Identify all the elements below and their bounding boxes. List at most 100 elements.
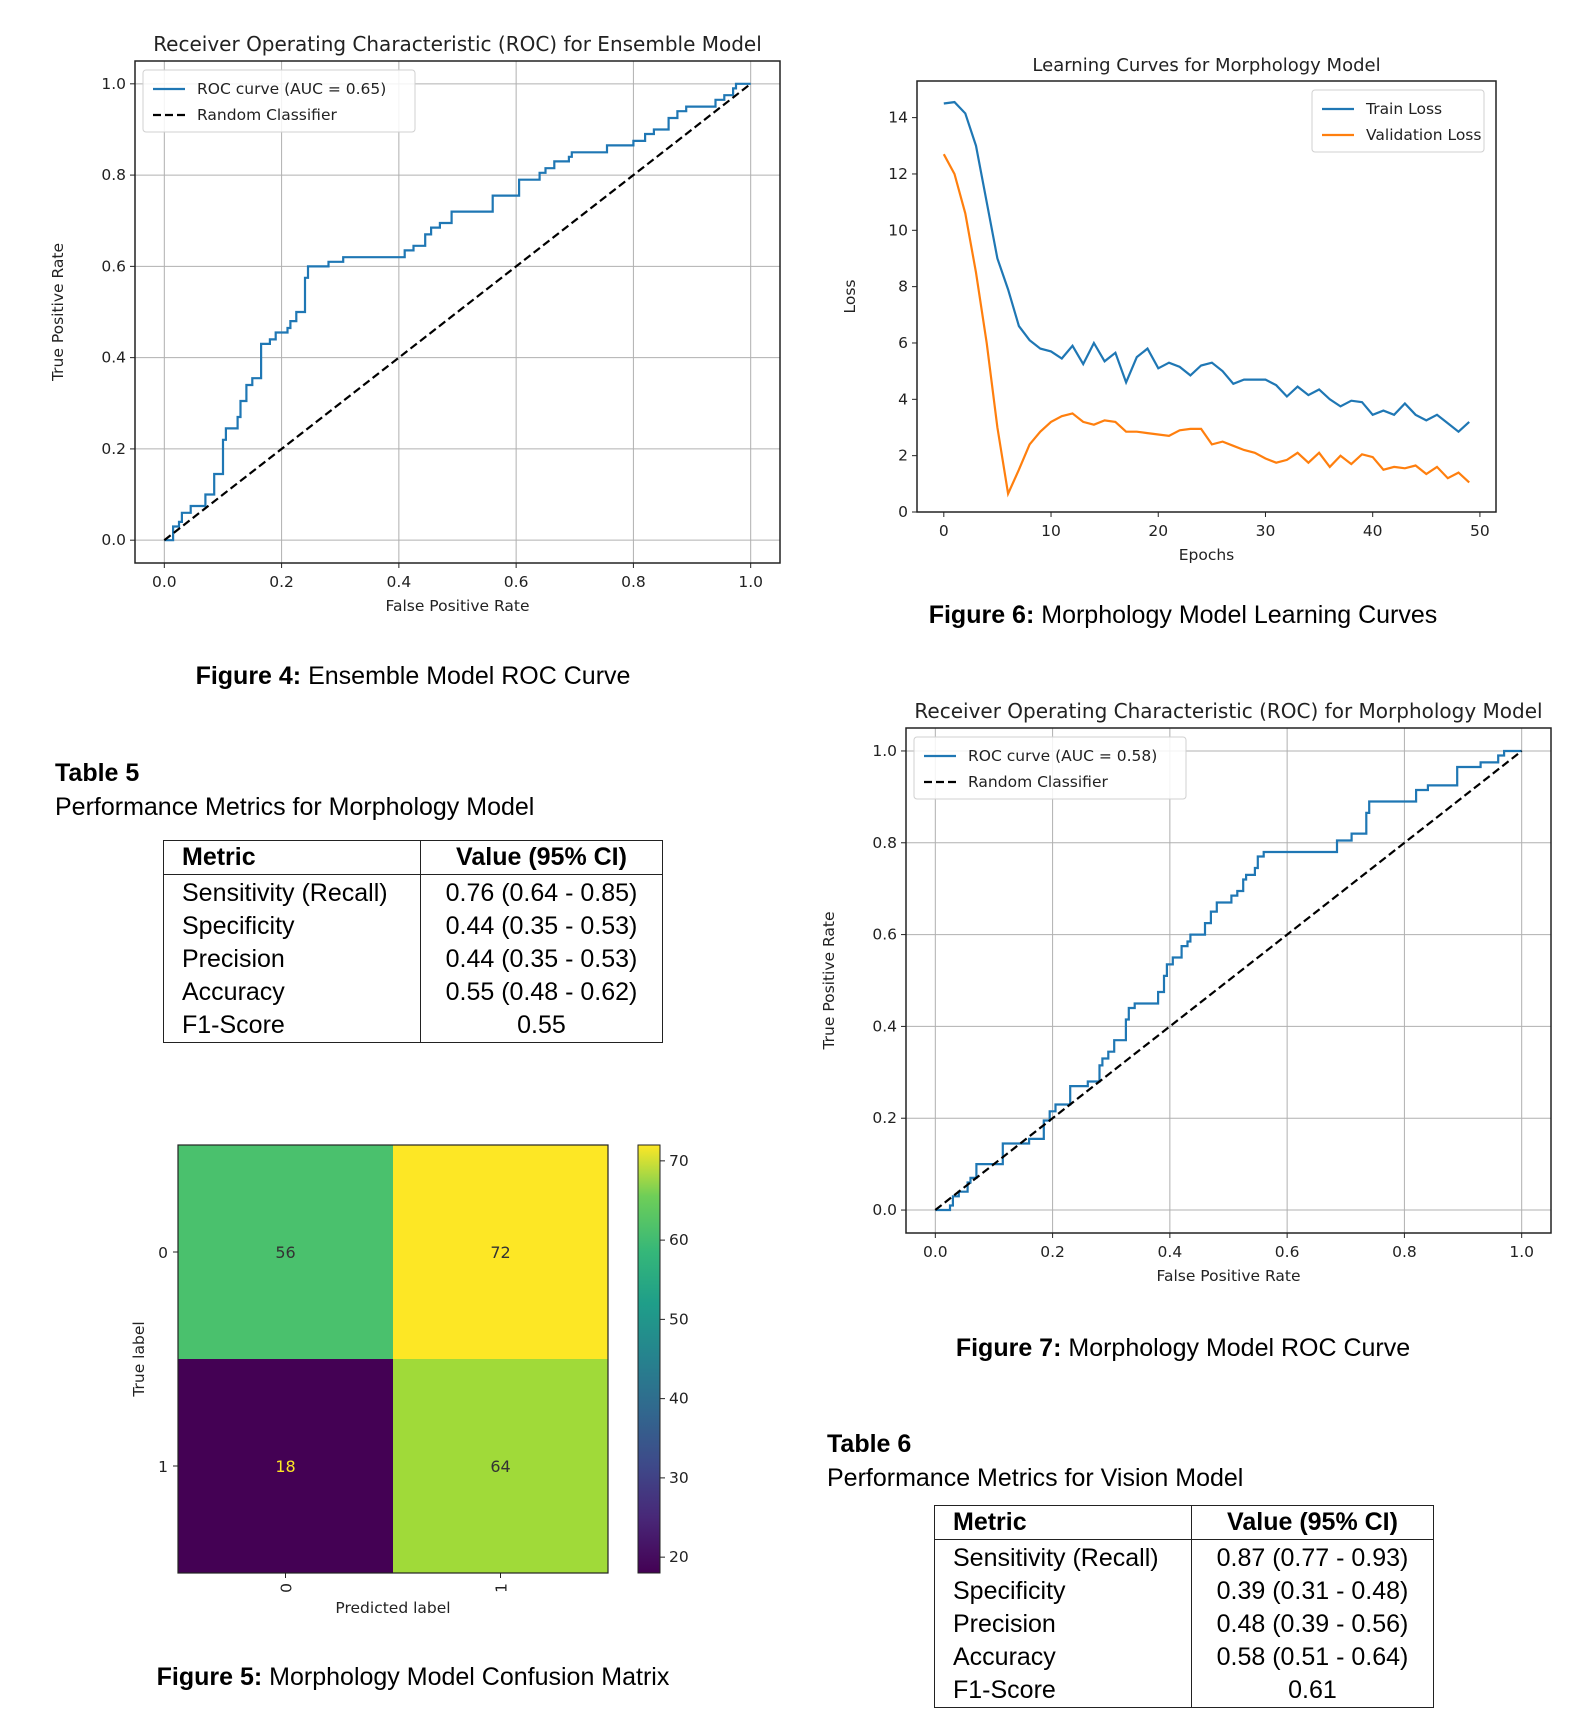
y-tick-label: 0.0 — [872, 1201, 897, 1219]
table-6: Metric Value (95% CI) Sensitivity (Recal… — [934, 1505, 1434, 1708]
learning_curves-chart: Learning Curves for Morphology Model 0 10 2… — [841, 55, 1497, 564]
legend: Train Loss Validation Loss — [1311, 89, 1485, 153]
caption-text: Ensemble Model ROC Curve — [308, 662, 631, 690]
colorbar-tick-label: 50 — [669, 1310, 689, 1328]
x-tick-label: 0.0 — [923, 1243, 948, 1261]
y-tick-label: 1.0 — [872, 742, 897, 760]
series-line — [942, 153, 1470, 498]
y-tick-label: 10 — [888, 221, 908, 239]
metric-name: F1-Score — [163, 1009, 421, 1043]
legend-entry: Train Loss — [1365, 100, 1442, 118]
series-line — [935, 749, 1522, 1212]
legend-box — [142, 69, 416, 133]
table-5-label: Table 5 — [55, 759, 140, 787]
cell-value: 64 — [490, 1457, 510, 1476]
table-row: Specificity 0.39 (0.31 - 0.48) — [934, 1575, 1434, 1608]
x-tick-label: 10 — [1041, 522, 1061, 540]
roc_ensemble-chart: Receiver Operating Characteristic (ROC) … — [49, 32, 781, 615]
table-row: Accuracy 0.55 (0.48 - 0.62) — [163, 976, 663, 1009]
roc_morphology-chart: Receiver Operating Characteristic (ROC) … — [820, 699, 1552, 1285]
legend-box — [913, 736, 1187, 800]
metric-name: Specificity — [934, 1575, 1192, 1608]
y-tick-label: 0.0 — [101, 531, 126, 549]
plot-frame — [177, 1144, 609, 1574]
table-6-title: Performance Metrics for Vision Model — [827, 1464, 1244, 1492]
series-line — [943, 100, 1470, 434]
x-tick-label: 1 — [493, 1583, 511, 1593]
y-tick-label: 0 — [158, 1244, 168, 1262]
x-tick-label: 30 — [1256, 522, 1276, 540]
metric-value: 0.48 (0.39 - 0.56) — [1216, 1610, 1409, 1638]
caption-label: Figure 7: — [955, 1334, 1062, 1362]
matrix-cell — [393, 1145, 608, 1359]
metric-value: 0.39 (0.31 - 0.48) — [1216, 1577, 1409, 1605]
cell-value: 72 — [490, 1243, 510, 1262]
x-tick-label: 0 — [278, 1583, 296, 1593]
table-header-row: Metric Value (95% CI) — [163, 840, 663, 875]
y-tick-label: 0.6 — [872, 926, 897, 944]
table-row: Precision 0.48 (0.39 - 0.56) — [934, 1608, 1434, 1641]
legend-entry: Random Classifier — [968, 773, 1108, 791]
colorbar-tick-label: 40 — [669, 1390, 689, 1408]
x-tick-label: 20 — [1148, 522, 1168, 540]
metric-value: 0.61 — [1288, 1676, 1337, 1704]
table-row: Specificity 0.44 (0.35 - 0.53) — [163, 910, 663, 943]
legend-entry: ROC curve (AUC = 0.65) — [197, 80, 386, 98]
x-axis-label: False Positive Rate — [385, 597, 529, 615]
metric-value: 0.44 (0.35 - 0.53) — [445, 945, 638, 973]
x-axis-label: False Positive Rate — [1156, 1267, 1300, 1285]
colorbar-tick-label: 30 — [669, 1469, 689, 1487]
matrix-cell — [393, 1359, 608, 1573]
colorbar-tick-label: 70 — [669, 1152, 689, 1170]
confusion-matrix-chart: 56 72 18 64 0 1 0 1 Predicted label True label 20 3… — [130, 1144, 689, 1617]
metric-name: Precision — [163, 943, 421, 976]
metric-name: Specificity — [163, 910, 421, 943]
metric-name: Accuracy — [163, 976, 421, 1009]
y-tick-label: 4 — [898, 390, 908, 408]
y-axis-label: True label — [130, 1321, 148, 1397]
series-line — [164, 82, 751, 542]
header-value: Value (95% CI) — [420, 840, 663, 875]
x-tick-label: 0.2 — [269, 573, 294, 591]
x-tick-label: 0.6 — [1275, 1243, 1300, 1261]
metric-name: Sensitivity (Recall) — [934, 1539, 1192, 1575]
x-tick-label: 0.8 — [621, 573, 646, 591]
y-tick-label: 0 — [898, 503, 908, 521]
table-row: F1-Score 0.61 — [934, 1674, 1434, 1708]
caption-label: Figure 4: — [195, 662, 302, 690]
y-tick-label: 0.8 — [101, 166, 126, 184]
x-tick-label: 0.4 — [1158, 1243, 1183, 1261]
figure-5-caption: Figure 5: Morphology Model Confusion Mat… — [157, 1663, 670, 1692]
metric-value: 0.44 (0.35 - 0.53) — [445, 912, 638, 940]
caption-text: Morphology Model Confusion Matrix — [269, 1663, 670, 1691]
matrix-cell — [178, 1359, 393, 1573]
x-tick-label: 1.0 — [738, 573, 763, 591]
table-6-label: Table 6 — [827, 1430, 912, 1458]
metric-value: 0.55 (0.48 - 0.62) — [445, 978, 638, 1006]
cell-value: 18 — [275, 1457, 295, 1476]
x-axis-label: Epochs — [1179, 546, 1235, 564]
y-axis-label: True Positive Rate — [49, 243, 67, 382]
cell-value: 56 — [275, 1243, 295, 1262]
chart-title: Receiver Operating Characteristic (ROC) … — [153, 32, 762, 56]
chart-title: Receiver Operating Characteristic (ROC) … — [914, 699, 1542, 723]
colorbar-tick-label: 20 — [669, 1548, 689, 1566]
caption-label: Figure 6: — [928, 601, 1035, 629]
legend: ROC curve (AUC = 0.65) Random Classifier — [142, 69, 416, 133]
y-tick-label: 1 — [158, 1458, 168, 1476]
y-tick-label: 2 — [898, 447, 908, 465]
table-5-title: Performance Metrics for Morphology Model — [55, 793, 535, 821]
y-tick-label: 6 — [898, 334, 908, 352]
figure-6-caption: Figure 6: Morphology Model Learning Curv… — [929, 601, 1438, 630]
legend: ROC curve (AUC = 0.58) Random Classifier — [913, 736, 1187, 800]
caption-text: Morphology Model ROC Curve — [1068, 1334, 1411, 1362]
table-row: F1-Score 0.55 — [163, 1009, 663, 1043]
header-metric: Metric — [934, 1505, 1192, 1540]
metric-name: Accuracy — [934, 1641, 1192, 1674]
caption-label: Figure 5: — [156, 1663, 263, 1691]
x-tick-label: 0.8 — [1392, 1243, 1417, 1261]
y-axis-label: Loss — [841, 280, 859, 314]
metric-value: 0.58 (0.51 - 0.64) — [1216, 1643, 1409, 1671]
x-tick-label: 0 — [939, 522, 949, 540]
